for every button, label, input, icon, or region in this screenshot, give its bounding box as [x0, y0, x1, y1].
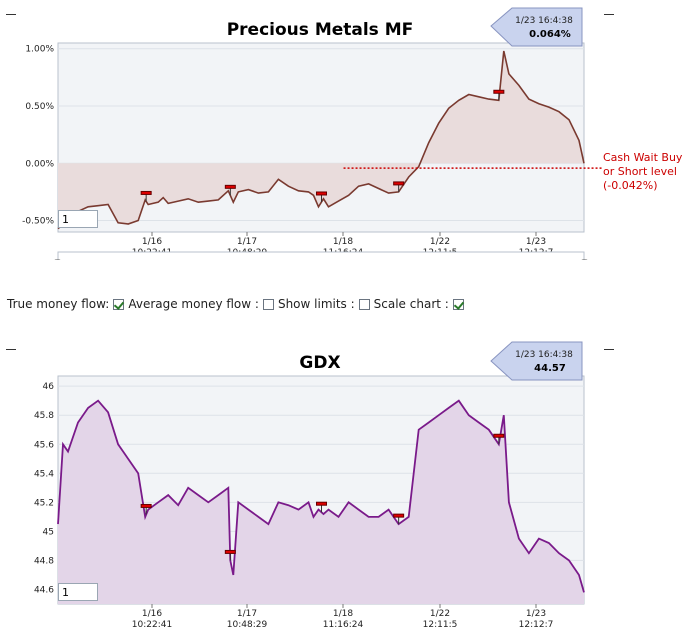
zoom-input[interactable]: 1 — [58, 210, 98, 228]
y-tick-label: 45.2 — [34, 498, 54, 508]
show-limits-checkbox[interactable] — [358, 298, 370, 310]
y-tick-label: 0.50% — [25, 102, 54, 112]
x-tick-date: 1/23 — [526, 237, 546, 247]
chart-title: GDX — [299, 353, 340, 373]
event-marker — [493, 89, 505, 101]
average-money-flow-checkbox[interactable] — [262, 298, 274, 310]
x-tick-date: 1/18 — [333, 237, 353, 247]
tooltip-value: 44.57 — [534, 363, 566, 374]
area-fill — [58, 51, 584, 229]
show-limits-label: Show limits : — [277, 297, 355, 311]
zoom-input[interactable]: 1 — [58, 583, 98, 601]
y-tick-label: 46 — [43, 382, 55, 392]
y-tick-label: 1.00% — [25, 45, 54, 55]
minimize-dash-icon — [604, 14, 614, 15]
true-money-flow-label: True money flow: — [7, 297, 110, 311]
event-marker — [393, 181, 405, 192]
area-fill — [58, 400, 584, 604]
minimize-dash-icon — [604, 349, 614, 350]
y-tick-label: 45.6 — [34, 440, 54, 450]
precious-metals-chart: Precious Metals MF 1.00% 0.50% 0.00% -0.50%… — [22, 7, 683, 260]
y-tick-label: -0.50% — [22, 217, 54, 227]
minimize-dash-icon — [6, 14, 16, 15]
y-tick-label: 44.8 — [34, 556, 54, 566]
y-tick-label: 44.6 — [34, 585, 54, 595]
x-tick-time: 12:11:5 — [423, 620, 458, 630]
chart-title: Precious Metals MF — [227, 20, 414, 40]
tooltip-time: 1/23 16:4:38 — [515, 16, 573, 26]
true-money-flow-checkbox[interactable] — [113, 298, 125, 310]
event-marker — [493, 433, 505, 445]
x-tick-time: 11:16:24 — [323, 620, 364, 630]
scale-chart-checkbox[interactable] — [452, 298, 464, 310]
y-tick-label: 45.8 — [34, 411, 54, 421]
series-line — [57, 399, 585, 593]
value-tooltip: 1/23 16:4:38 0.064% — [490, 7, 583, 47]
value-tooltip: 1/23 16:4:38 44.57 — [490, 341, 583, 381]
time-navigator[interactable] — [54, 251, 588, 260]
y-tick-label: 45 — [43, 527, 54, 537]
x-tick-date: 1/22 — [430, 609, 450, 619]
x-tick-date: 1/18 — [333, 609, 353, 619]
x-tick-time: 12:12:7 — [519, 620, 554, 630]
x-tick-date: 1/16 — [142, 609, 162, 619]
y-tick-label: 45.4 — [34, 469, 54, 479]
event-marker — [224, 184, 236, 196]
average-money-flow-label: Average money flow : — [128, 297, 259, 311]
x-tick-time: 10:48:29 — [227, 620, 268, 630]
event-marker — [140, 503, 152, 515]
event-marker — [316, 501, 328, 513]
annotation-line-3: (-0.042%) — [603, 179, 658, 192]
x-tick-date: 1/16 — [142, 237, 162, 247]
event-marker — [316, 191, 328, 202]
tooltip-time: 1/23 16:4:38 — [515, 350, 573, 360]
x-tick-date: 1/17 — [237, 237, 257, 247]
tooltip-value: 0.064% — [529, 29, 571, 40]
event-marker — [393, 513, 405, 525]
annotation-line-1: Cash Wait Buy — [603, 151, 683, 164]
y-tick-label: 0.00% — [25, 159, 54, 169]
chart-options-bar: True money flow: Average money flow : Sh… — [7, 297, 468, 311]
x-tick-date: 1/17 — [237, 609, 257, 619]
event-marker — [140, 190, 152, 202]
x-tick-date: 1/22 — [430, 237, 450, 247]
x-tick-time: 10:22:41 — [132, 620, 172, 630]
minimize-dash-icon — [6, 349, 16, 350]
annotation-line-2: or Short level — [603, 165, 677, 178]
event-marker — [224, 549, 236, 561]
scale-chart-label: Scale chart : — [373, 297, 449, 311]
x-tick-date: 1/23 — [526, 609, 546, 619]
